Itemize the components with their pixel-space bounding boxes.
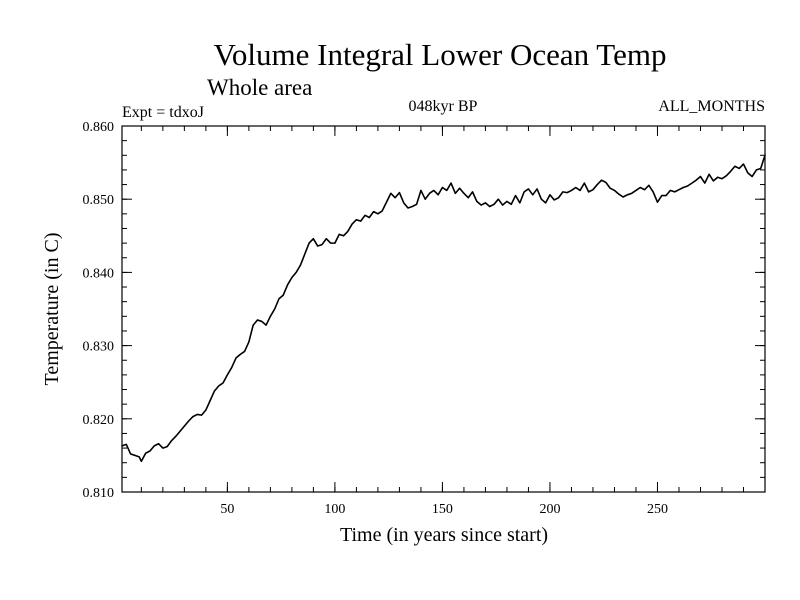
y-tick-label: 0.810 xyxy=(83,486,115,501)
series-layer xyxy=(121,154,766,463)
x-axis-label: Time (in years since start) xyxy=(340,524,548,546)
chart-subtitle: Whole area xyxy=(207,75,312,100)
x-tick-label: 150 xyxy=(432,502,453,517)
plot-frame xyxy=(121,125,766,493)
x-tick-label: 100 xyxy=(324,502,345,517)
y-tick-label: 0.860 xyxy=(83,120,115,135)
period-label: 048kyr BP xyxy=(409,98,478,115)
chart-title: Volume Integral Lower Ocean Temp xyxy=(214,37,667,72)
x-tick-label: 50 xyxy=(220,502,234,517)
series-line-1 xyxy=(121,154,766,463)
months-label: ALL_MONTHS xyxy=(658,98,765,115)
y-tick-label: 0.850 xyxy=(83,193,115,208)
y-tick-label: 0.840 xyxy=(83,266,115,281)
plot-area: 50 100 150 200 250 0.810 0.820 0.830 0.840 0.850 0… xyxy=(83,120,766,517)
x-tick-label: 250 xyxy=(647,502,668,517)
x-tick-label: 200 xyxy=(539,502,560,517)
y-tick-label: 0.830 xyxy=(83,340,115,355)
experiment-label: Expt = tdxoJ xyxy=(122,104,204,121)
tick-layer: 50 100 150 200 250 0.810 0.820 0.830 0.840 0.850 0… xyxy=(83,120,766,517)
y-axis-label: Temperature (in C) xyxy=(41,233,63,386)
y-tick-label: 0.820 xyxy=(83,413,115,428)
